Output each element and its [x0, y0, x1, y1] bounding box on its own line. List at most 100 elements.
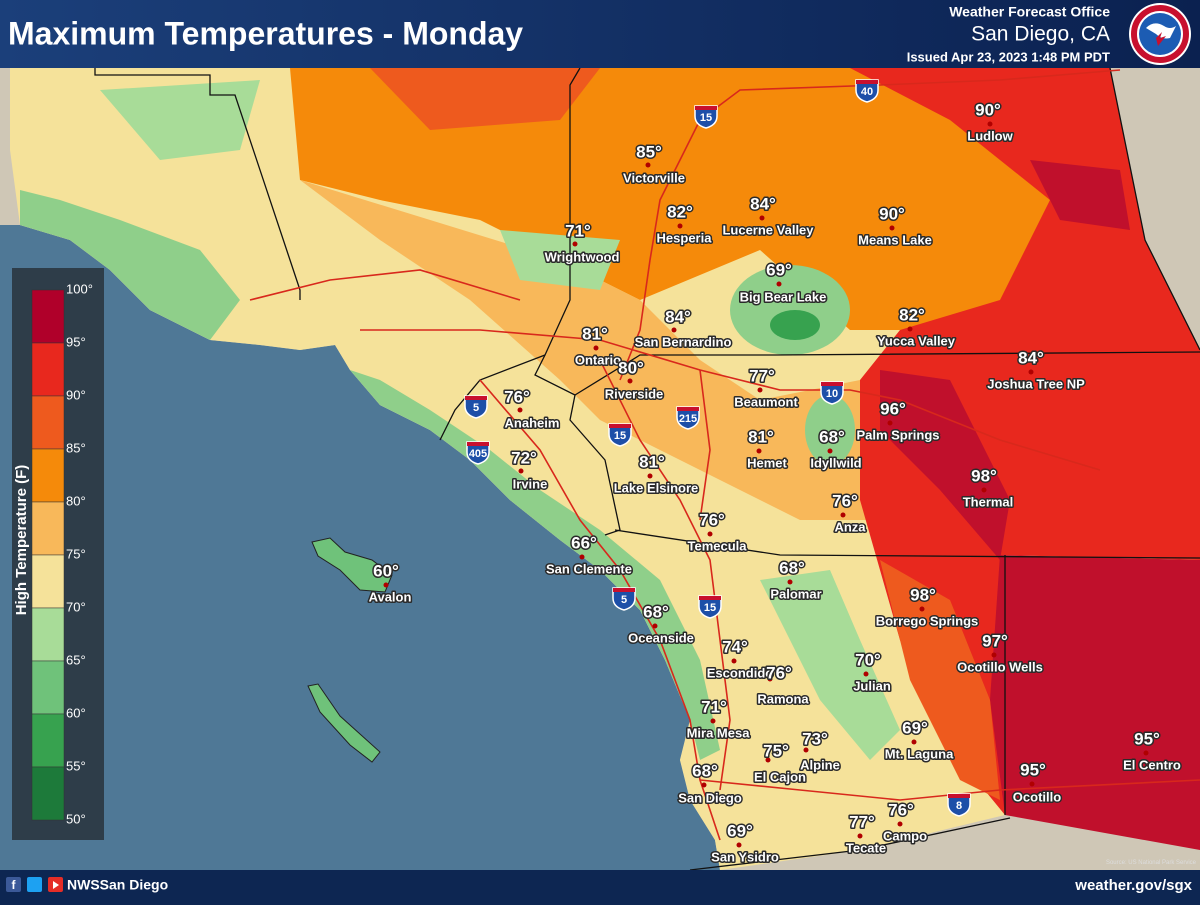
city-name: Anaheim: [505, 415, 560, 430]
city-temperature: 72°: [511, 448, 537, 467]
shield-shape: [612, 587, 636, 611]
city: 77° Tecate: [844, 811, 887, 857]
office-label: Weather Forecast Office: [949, 4, 1110, 20]
header-bar: [0, 0, 1200, 68]
highway-number: 15: [700, 112, 712, 124]
county-line: [94, 68, 301, 300]
city-temperature: 74°: [722, 637, 748, 656]
city-name: Campo: [883, 828, 927, 843]
city: 76° Campo: [881, 799, 928, 845]
zone-65-70: [760, 570, 900, 760]
legend-tick-label: 70°: [66, 599, 86, 614]
city-dot: [991, 652, 997, 658]
city-dot: [1029, 781, 1035, 787]
city-dot: [919, 606, 925, 612]
city: 95° El Centro: [1122, 728, 1183, 774]
border: [689, 817, 1011, 871]
shield-band: [695, 106, 717, 110]
city-name: Means Lake: [858, 232, 932, 247]
road: [599, 359, 731, 791]
shield-shape: [464, 395, 488, 419]
shield-shape: [698, 595, 722, 619]
city-dot: [518, 468, 524, 474]
city-name: Idyllwild: [810, 455, 861, 470]
highway-shield: 215: [676, 406, 700, 430]
city-dot: [887, 420, 893, 426]
county-line: [1109, 67, 1200, 351]
city: 97° Ocotillo Wells: [956, 630, 1045, 676]
legend-band: [31, 660, 65, 715]
city-name: Borrego Springs: [876, 613, 979, 628]
zone-65-70: [730, 265, 850, 355]
highway-number: 215: [679, 413, 697, 425]
city-temperature: 81°: [639, 452, 665, 471]
city: 71° Wrightwood: [543, 220, 621, 266]
highway-number: 8: [956, 800, 962, 812]
city-dot: [652, 623, 658, 629]
city-dot: [757, 387, 763, 393]
city-name: Wrightwood: [545, 249, 620, 264]
social-handle[interactable]: NWSSan Diego: [67, 877, 168, 893]
city-temperature: 84°: [750, 194, 776, 213]
city: 70° Julian: [852, 649, 893, 695]
city-dot: [765, 757, 771, 763]
city-temperature: 71°: [701, 697, 727, 716]
city-labels: 85° Victorville 90° Ludlow 82° Hesperia 84° Luc…: [367, 99, 1183, 866]
city-temperature: 81°: [748, 427, 774, 446]
city-temperature: 84°: [1018, 348, 1044, 367]
city: 68° Palomar: [769, 557, 823, 603]
social-icons: f: [6, 877, 63, 892]
highway-shield: 405: [466, 441, 490, 465]
city: 98° Borrego Springs: [874, 584, 980, 630]
shield-band: [465, 396, 487, 400]
county-line: [534, 67, 621, 536]
city-temperature: 85°: [636, 142, 662, 161]
city-name: Mt. Laguna: [885, 746, 954, 761]
highway-shield: 10: [820, 381, 844, 405]
city: 81° Lake Elsinore: [612, 451, 700, 497]
city: 69° San Ysidro: [710, 820, 781, 866]
shield-shape: [676, 406, 700, 430]
shield-band: [613, 588, 635, 592]
legend-tick-label: 100°: [66, 281, 93, 296]
source-note: Source: US National Park Service: [1106, 860, 1197, 866]
website-link[interactable]: weather.gov/sgx: [1074, 877, 1192, 894]
shield-shape: [466, 441, 490, 465]
city: 90° Means Lake: [857, 203, 934, 249]
city-dot: [593, 345, 599, 351]
city-dot: [383, 582, 389, 588]
city-dot: [671, 327, 677, 333]
city-name: Palomar: [770, 586, 821, 601]
city-name: Lucerne Valley: [722, 222, 814, 237]
zone-65-70: [805, 395, 855, 465]
city-dot: [645, 162, 651, 168]
city-dot: [759, 215, 765, 221]
legend-scale: 100° 95° 90° 85° 80° 75° 70° 65° 60° 55° 50°: [31, 281, 93, 826]
shield-band: [948, 794, 970, 798]
city: 76° Temecula: [686, 509, 749, 555]
city-name: Julian: [853, 678, 891, 693]
city-name: Joshua Tree NP: [987, 376, 1085, 391]
shield-shape: [855, 79, 879, 103]
city-name: Riverside: [605, 386, 664, 401]
city-dot: [776, 281, 782, 287]
city-name: Big Bear Lake: [740, 289, 827, 304]
shield-band: [609, 424, 631, 428]
county-line: [614, 529, 1200, 559]
city-temperature: 90°: [879, 204, 905, 223]
zone-65-70: [20, 190, 240, 340]
legend-band: [31, 342, 65, 397]
highway-shields: 40 15 5 405 15 215 10 5 15 8: [464, 79, 971, 817]
city-name: San Ysidro: [711, 849, 779, 864]
highway-shield: 15: [608, 423, 632, 447]
city: 98° Thermal: [961, 465, 1015, 511]
city-temperature: 68°: [819, 427, 845, 446]
city-dot: [897, 821, 903, 827]
road: [360, 329, 1101, 471]
city-temperature: 68°: [692, 761, 718, 780]
city-name: Temecula: [687, 538, 747, 553]
city: 90° Ludlow: [966, 99, 1015, 145]
shield-shape: [608, 423, 632, 447]
